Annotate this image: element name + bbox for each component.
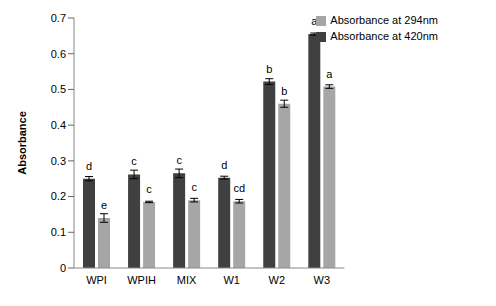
svg-text:d: d [86, 160, 92, 172]
svg-text:a: a [311, 15, 318, 27]
svg-text:0: 0 [60, 262, 66, 274]
svg-text:0.5: 0.5 [51, 83, 66, 95]
svg-text:WPI: WPI [86, 274, 107, 286]
svg-text:Absorbance: Absorbance [16, 111, 28, 175]
svg-text:0.3: 0.3 [51, 155, 66, 167]
svg-text:b: b [266, 63, 272, 75]
html-text:Absorbance at 294nm: Absorbance at 294nm [330, 14, 438, 26]
svg-text:W2: W2 [269, 274, 286, 286]
svg-text:b: b [281, 85, 287, 97]
svg-text:c: c [131, 155, 137, 167]
svg-text:a: a [326, 68, 333, 80]
svg-text:0.2: 0.2 [51, 190, 66, 202]
svg-text:0.6: 0.6 [51, 48, 66, 60]
svg-text:WPIH: WPIH [127, 274, 156, 286]
svg-text:c: c [176, 154, 182, 166]
svg-text:0.4: 0.4 [51, 119, 66, 131]
svg-text:c: c [191, 181, 197, 193]
html-text:Absorbance at 420nm: Absorbance at 420nm [330, 30, 438, 42]
svg-text:cd: cd [233, 182, 245, 194]
svg-text:W3: W3 [314, 274, 331, 286]
svg-text:0.1: 0.1 [51, 226, 66, 238]
svg-text:0.7: 0.7 [51, 12, 66, 24]
svg-text:W1: W1 [223, 274, 240, 286]
svg-text:d: d [221, 159, 227, 171]
svg-text:MIX: MIX [177, 274, 197, 286]
svg-text:c: c [146, 183, 152, 195]
svg-text:e: e [101, 199, 107, 211]
